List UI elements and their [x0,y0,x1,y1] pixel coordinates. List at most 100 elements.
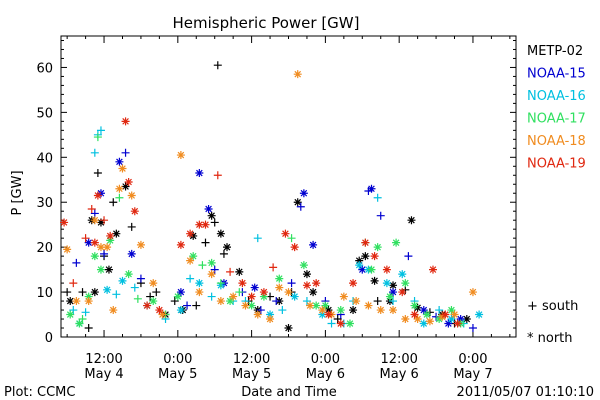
y-tick-label: 0 [45,331,53,346]
data-point [407,216,416,225]
data-point [93,191,102,200]
data-point [84,324,93,333]
legend-entry: NOAA-17 [527,112,586,127]
y-tick-label: 10 [36,286,53,301]
data-point [287,279,296,288]
data-point [253,234,262,243]
data-point [216,279,225,288]
x-axis-label: Date and Time [241,385,337,400]
data-point [266,310,275,319]
data-point [373,193,382,202]
data-point [201,238,210,247]
data-point [349,306,358,315]
y-tick-label: 20 [36,241,53,256]
data-point [398,270,407,279]
data-point [284,324,293,333]
data-point [72,297,81,306]
data-point [66,310,75,319]
data-point [312,279,321,288]
data-point [96,126,105,135]
legend-entry: NOAA-19 [527,157,586,172]
data-point [136,274,145,283]
data-point [121,182,130,191]
data-point [468,324,477,333]
data-point [87,204,96,213]
data-point [302,270,311,279]
data-point [96,265,105,274]
data-point [468,288,477,297]
footer-credit: Plot: CCMC [4,385,75,400]
marker-legend: + south * north [527,299,578,346]
data-point [376,211,385,220]
data-point [309,240,318,249]
data-point [373,297,382,306]
data-point [361,252,370,261]
data-point [250,283,259,292]
data-point [207,258,216,267]
y-tick-label: 30 [36,196,53,211]
data-point [241,301,250,310]
data-point [210,218,219,227]
data-point [453,319,462,328]
data-point [299,261,308,270]
data-point [195,279,204,288]
data-point [176,306,185,315]
data-point [106,236,115,245]
data-point [367,184,376,193]
data-point [456,315,465,324]
y-tick-label: 60 [36,61,53,76]
data-point [327,319,336,328]
data-point [204,204,213,213]
x-tick-label: May 5 [232,367,271,382]
data-point [275,274,284,283]
data-point [419,319,428,328]
data-point [444,319,453,328]
data-point [376,306,385,315]
data-point [103,243,112,252]
data-point [302,281,311,290]
data-point [410,310,419,319]
data-point [155,306,164,315]
data-point [364,301,373,310]
data-point [290,243,299,252]
data-point [370,252,379,261]
data-point [69,279,78,288]
data-point [413,315,422,324]
x-tick-label: May 7 [453,367,492,382]
data-point [238,279,247,288]
data-point [90,288,99,297]
data-point [382,265,391,274]
legend-entry: METP-02 [527,44,583,59]
data-point [247,301,256,310]
data-point [259,292,268,301]
chart-title: Hemispheric Power [GW] [173,14,360,32]
data-point [447,306,456,315]
data-point [318,306,327,315]
data-point [198,261,207,270]
data-point [385,292,394,301]
data-point [287,234,296,243]
data-point [112,229,121,238]
data-point [183,301,192,310]
data-point [118,164,127,173]
data-point [213,171,222,180]
data-point [207,292,216,301]
data-point [290,292,299,301]
data-point [130,207,139,216]
data-point [93,169,102,178]
data-point [100,249,109,258]
data-point [389,281,398,290]
data-point [352,297,361,306]
data-point [361,238,370,247]
data-point [149,279,158,288]
data-point [302,297,311,306]
data-point [63,245,72,254]
data-point [81,234,90,243]
y-tick-label: 50 [36,106,53,121]
data-point [367,265,376,274]
x-tick-label: 12:00 [380,352,417,367]
data-point [78,315,87,324]
data-point [78,288,87,297]
data-point [186,274,195,283]
x-tick-label: May 6 [380,367,419,382]
